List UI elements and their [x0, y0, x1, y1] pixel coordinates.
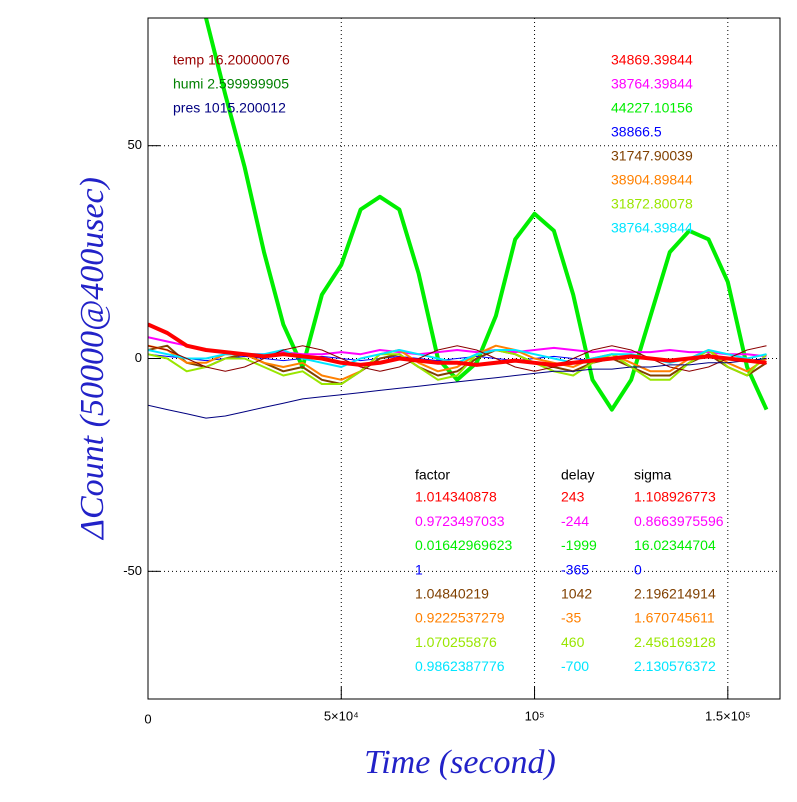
table-cell: -365 — [561, 561, 589, 577]
table-cell: 243 — [561, 489, 585, 505]
y-tick-label: 50 — [128, 137, 142, 152]
series-line — [148, 344, 768, 381]
table-header: delay — [561, 467, 594, 483]
annotation: 38764.39844 — [611, 76, 693, 92]
table-cell: 16.02344704 — [634, 537, 716, 553]
x-tick-label: 0 — [144, 711, 151, 726]
table-header: factor — [415, 467, 450, 483]
table-cell: 1 — [415, 561, 423, 577]
table-cell: 0.9723497033 — [415, 513, 505, 529]
x-tick-label: 10⁵ — [525, 708, 545, 723]
x-tick-label: 1.5×10⁵ — [705, 708, 751, 723]
annotation: 38904.89844 — [611, 172, 693, 188]
annotation: temp 16.20000076 — [173, 52, 290, 68]
annotation: pres 1015.200012 — [173, 100, 286, 116]
x-axis-title: Time (second) — [364, 744, 556, 781]
table-cell: 2.456169128 — [634, 634, 716, 650]
table-cell: -700 — [561, 658, 589, 674]
table-cell: 1.014340878 — [415, 489, 497, 505]
series-line — [148, 322, 767, 367]
series-line — [203, 18, 769, 412]
table-cell: 1.670745611 — [634, 610, 715, 626]
table-cell: -35 — [561, 610, 581, 626]
annotation: 38764.39844 — [611, 220, 693, 236]
plot-lines — [148, 18, 769, 419]
series-line — [148, 349, 768, 385]
table-cell: -244 — [561, 513, 589, 529]
series-line — [148, 345, 767, 372]
table-cell: 1042 — [561, 586, 592, 602]
annotation: 31747.90039 — [611, 148, 693, 164]
table-cell: 2.130576372 — [634, 658, 716, 674]
table-header: sigma — [634, 467, 672, 483]
table-cell: 0 — [634, 561, 642, 577]
annotation: humi 2.599999905 — [173, 76, 289, 92]
annotation: 34869.39844 — [611, 52, 693, 68]
table-cell: 1.070255876 — [415, 634, 497, 650]
table-cell: 1.108926773 — [634, 489, 716, 505]
annotation: 31872.80078 — [611, 196, 693, 212]
annotation: 44227.10156 — [611, 100, 693, 116]
series-line — [148, 358, 767, 419]
table-cell: 0.8663975596 — [634, 513, 724, 529]
annotation: 38866.5 — [611, 124, 662, 140]
y-axis-title: ΔCount (50000@400usec) — [74, 177, 111, 541]
table-cell: 0.9222537279 — [415, 610, 505, 626]
table-cell: 1.04840219 — [415, 586, 489, 602]
table-cell: 460 — [561, 634, 585, 650]
y-tick-label: 0 — [135, 350, 142, 365]
y-tick-label: -50 — [123, 563, 142, 578]
table-cell: 2.196214914 — [634, 586, 716, 602]
table-cell: -1999 — [561, 537, 597, 553]
table-cell: 0.9862387776 — [415, 658, 505, 674]
x-tick-label: 5×10⁴ — [324, 708, 359, 723]
table-cell: 0.01642969623 — [415, 537, 513, 553]
